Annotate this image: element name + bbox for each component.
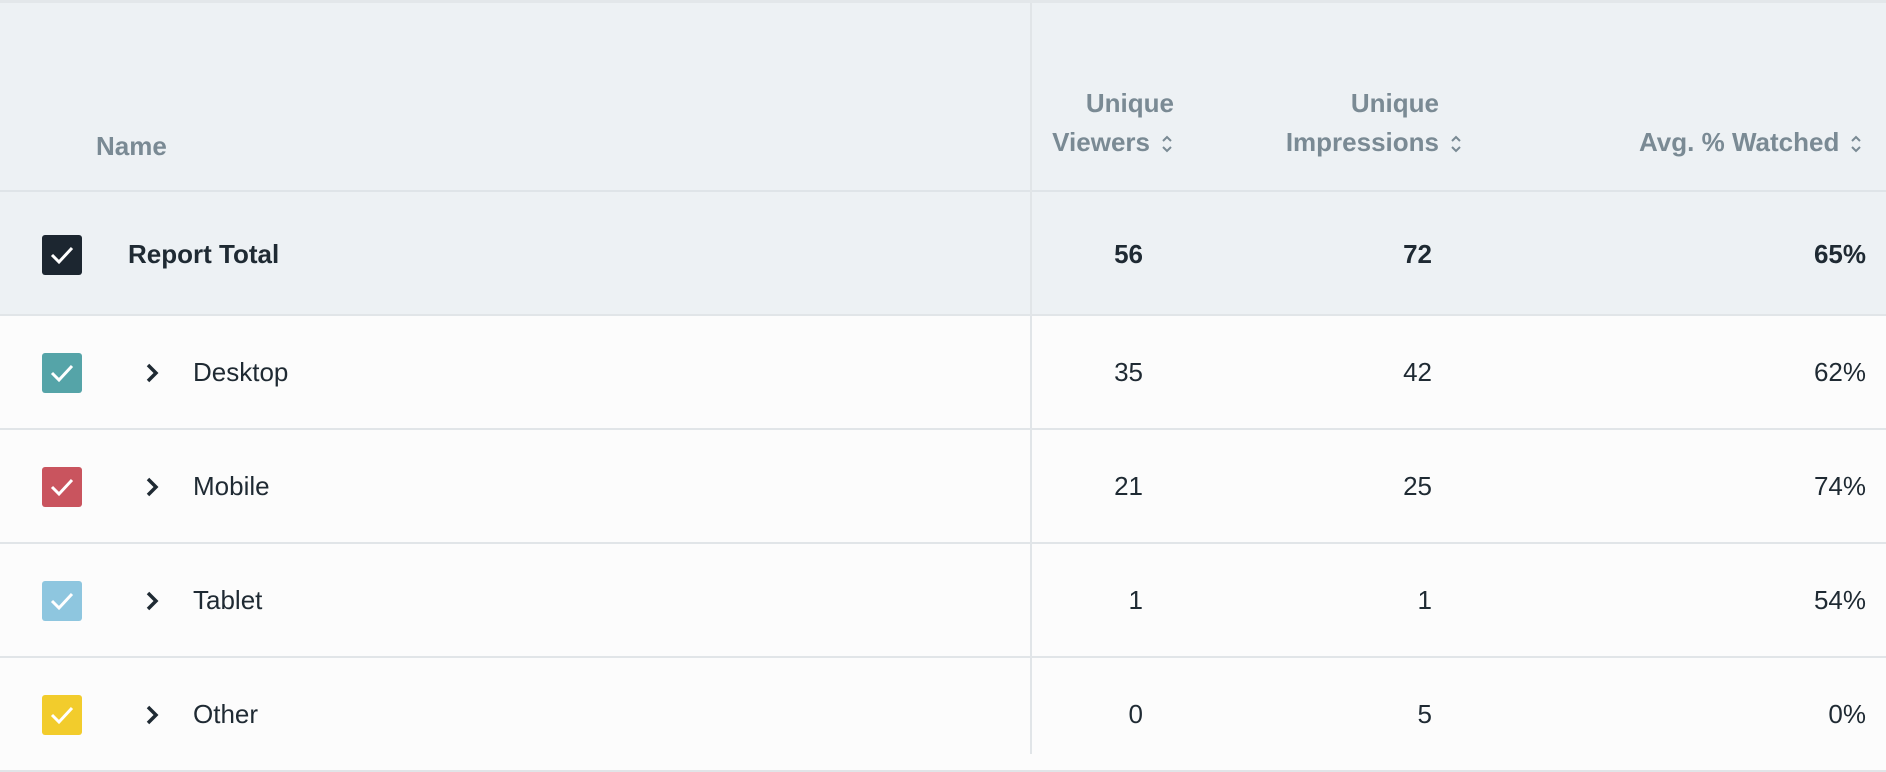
column-header-name: Name — [96, 131, 167, 161]
cell-avg-watched: 65% — [1813, 239, 1866, 269]
row-checkbox[interactable] — [42, 581, 82, 621]
cell-impressions: 25 — [1403, 471, 1432, 501]
cell-impressions: 1 — [1417, 585, 1432, 615]
header-line: Unique — [1350, 88, 1439, 118]
row-checkbox[interactable] — [42, 467, 82, 507]
sort-icon[interactable] — [1849, 132, 1863, 156]
checkbox-report-total[interactable] — [42, 235, 82, 275]
cell-avg-watched: 74% — [1813, 471, 1866, 501]
table-row-report-total: Report Total 56 72 65% — [0, 192, 1886, 316]
table-row: Mobile 21 25 74% — [0, 430, 1886, 544]
chevron-right-icon[interactable] — [142, 703, 162, 727]
cell-viewers: 56 — [1114, 239, 1143, 269]
cell-viewers: 1 — [1128, 585, 1143, 615]
table-header: Name Unique Viewers Unique Impressions A… — [0, 3, 1886, 192]
row-checkbox[interactable] — [42, 353, 82, 393]
cell-avg-watched: 0% — [1828, 699, 1866, 729]
cell-avg-watched: 54% — [1813, 585, 1866, 615]
column-header-unique-impressions[interactable]: Unique Impressions — [1286, 84, 1463, 162]
header-label: Avg. % Watched — [1639, 127, 1840, 157]
row-checkbox[interactable] — [42, 695, 82, 735]
cell-impressions: 5 — [1417, 699, 1432, 729]
column-header-avg-watched[interactable]: Avg. % Watched — [1639, 123, 1863, 162]
row-name: Report Total — [128, 239, 280, 269]
chevron-right-icon[interactable] — [142, 475, 162, 499]
row-name: Other — [193, 699, 259, 729]
row-name: Mobile — [193, 471, 270, 501]
table-row: Desktop 35 42 62% — [0, 316, 1886, 430]
cell-viewers: 21 — [1114, 471, 1143, 501]
column-divider — [1030, 3, 1032, 754]
cell-viewers: 0 — [1128, 699, 1143, 729]
cell-impressions: 72 — [1403, 239, 1432, 269]
row-name: Tablet — [193, 585, 263, 615]
check-icon — [50, 706, 74, 725]
cell-viewers: 35 — [1114, 357, 1143, 387]
chevron-right-icon[interactable] — [142, 589, 162, 613]
check-icon — [50, 246, 74, 265]
column-header-unique-viewers[interactable]: Unique Viewers — [1052, 84, 1174, 162]
table-row: Other 0 5 0% — [0, 658, 1886, 772]
chevron-right-icon[interactable] — [142, 361, 162, 385]
sort-icon[interactable] — [1449, 132, 1463, 156]
header-line: Impressions — [1285, 127, 1439, 157]
row-name: Desktop — [193, 357, 289, 387]
sort-icon[interactable] — [1160, 132, 1174, 156]
table-row: Tablet 1 1 54% — [0, 544, 1886, 658]
header-line: Unique — [1085, 88, 1174, 118]
cell-impressions: 42 — [1403, 357, 1432, 387]
cell-avg-watched: 62% — [1813, 357, 1866, 387]
check-icon — [50, 478, 74, 497]
check-icon — [50, 364, 74, 383]
top-border — [0, 0, 1886, 3]
header-line: Viewers — [1052, 127, 1150, 157]
check-icon — [50, 592, 74, 611]
